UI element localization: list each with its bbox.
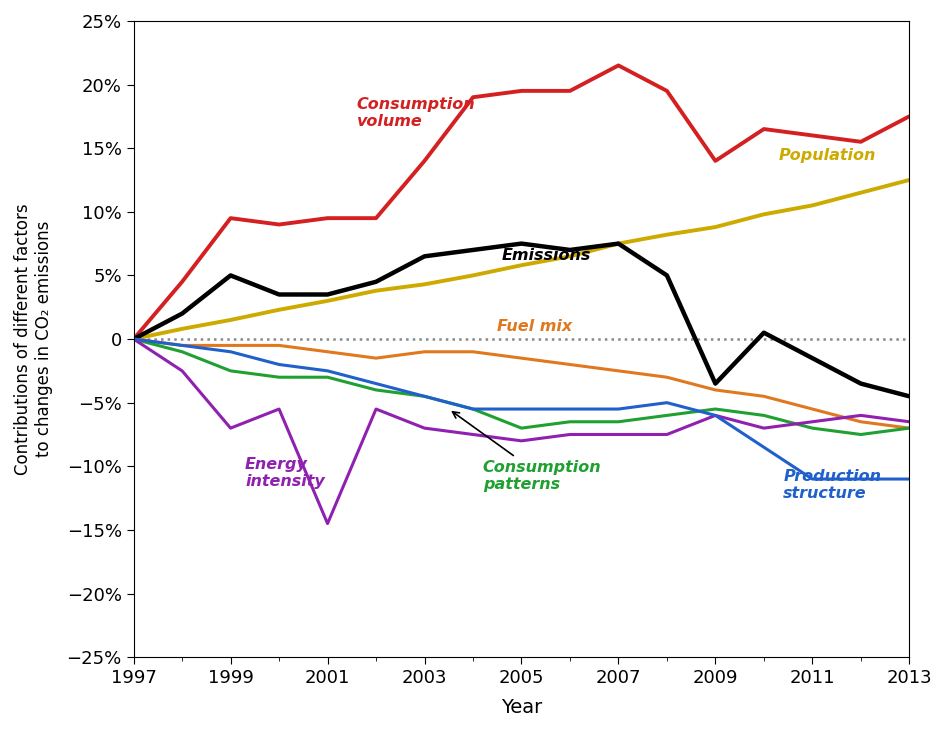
Text: Fuel mix: Fuel mix <box>498 319 572 334</box>
Text: Production
structure: Production structure <box>783 469 882 501</box>
Text: Energy
intensity: Energy intensity <box>245 457 324 489</box>
X-axis label: Year: Year <box>500 698 542 717</box>
Text: Emissions: Emissions <box>502 248 591 262</box>
Text: Consumption
volume: Consumption volume <box>357 96 475 129</box>
Text: Consumption
patterns: Consumption patterns <box>452 412 602 493</box>
Text: Population: Population <box>779 148 876 164</box>
Y-axis label: Contributions of different factors
to changes in CO₂ emissions: Contributions of different factors to ch… <box>14 203 53 475</box>
